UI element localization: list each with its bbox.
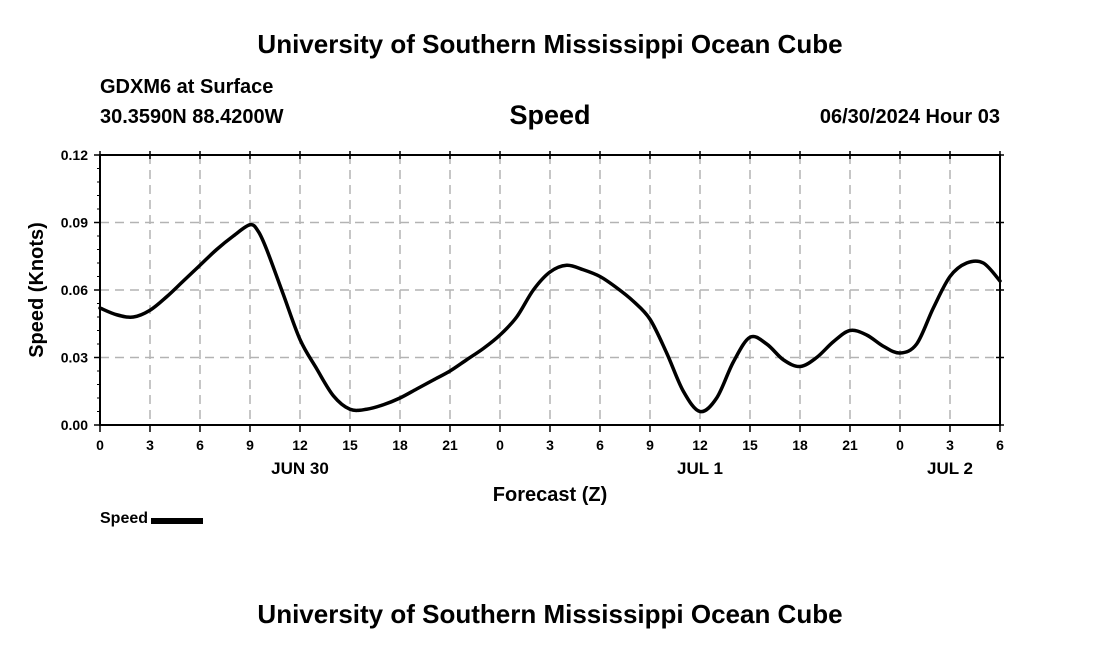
y-tick-label: 0.03 bbox=[61, 350, 88, 366]
x-tick-label: 9 bbox=[246, 437, 254, 453]
tick-marks bbox=[94, 151, 1004, 432]
forecast-datetime: 06/30/2024 Hour 03 bbox=[819, 106, 1000, 128]
x-tick-label: 15 bbox=[742, 437, 758, 453]
x-axis-label: Forecast (Z) bbox=[493, 484, 607, 506]
y-tick-label: 0.06 bbox=[61, 282, 88, 298]
y-tick-labels: 0.00 0.03 0.06 0.09 0.12 bbox=[61, 147, 88, 433]
x-tick-label: 15 bbox=[342, 437, 358, 453]
station-coordinates: 30.3590N 88.4200W bbox=[100, 106, 284, 128]
page-title: University of Southern Mississippi Ocean… bbox=[257, 29, 843, 59]
footer-title: University of Southern Mississippi Ocean… bbox=[257, 599, 843, 629]
station-label: GDXM6 at Surface bbox=[100, 76, 274, 98]
x-tick-label: 3 bbox=[946, 437, 954, 453]
legend-label: Speed bbox=[100, 510, 149, 527]
y-axis-label: Speed (Knots) bbox=[26, 222, 48, 358]
x-tick-label: 6 bbox=[996, 437, 1004, 453]
x-tick-label: 21 bbox=[442, 437, 458, 453]
x-tick-label: 0 bbox=[496, 437, 504, 453]
grid-lines bbox=[100, 154, 1000, 425]
date-label: JUL 2 bbox=[927, 459, 973, 478]
x-tick-label: 0 bbox=[96, 437, 104, 453]
x-tick-label: 12 bbox=[692, 437, 708, 453]
x-tick-labels: 0 3 6 9 12 15 18 21 0 3 6 9 12 15 18 21 0 3 6 bbox=[96, 437, 1004, 453]
y-tick-label: 0.00 bbox=[61, 417, 88, 433]
speed-series-line bbox=[98, 222, 1002, 414]
x-tick-label: 3 bbox=[546, 437, 554, 453]
x-tick-label: 21 bbox=[842, 437, 858, 453]
x-tick-label: 6 bbox=[596, 437, 604, 453]
x-tick-label: 18 bbox=[392, 437, 408, 453]
date-labels: JUN 30 JUL 1 JUL 2 bbox=[271, 459, 973, 478]
x-tick-label: 6 bbox=[196, 437, 204, 453]
x-tick-label: 12 bbox=[292, 437, 308, 453]
x-tick-label: 9 bbox=[646, 437, 654, 453]
x-tick-label: 3 bbox=[146, 437, 154, 453]
x-tick-label: 18 bbox=[792, 437, 808, 453]
date-label: JUN 30 bbox=[271, 459, 329, 478]
legend-swatch bbox=[151, 517, 204, 524]
x-tick-label: 0 bbox=[896, 437, 904, 453]
y-tick-label: 0.12 bbox=[61, 147, 88, 163]
legend: Speed bbox=[100, 510, 204, 528]
chart-title: Speed bbox=[509, 100, 591, 130]
date-label: JUL 1 bbox=[677, 459, 723, 478]
y-tick-label: 0.09 bbox=[61, 215, 88, 231]
